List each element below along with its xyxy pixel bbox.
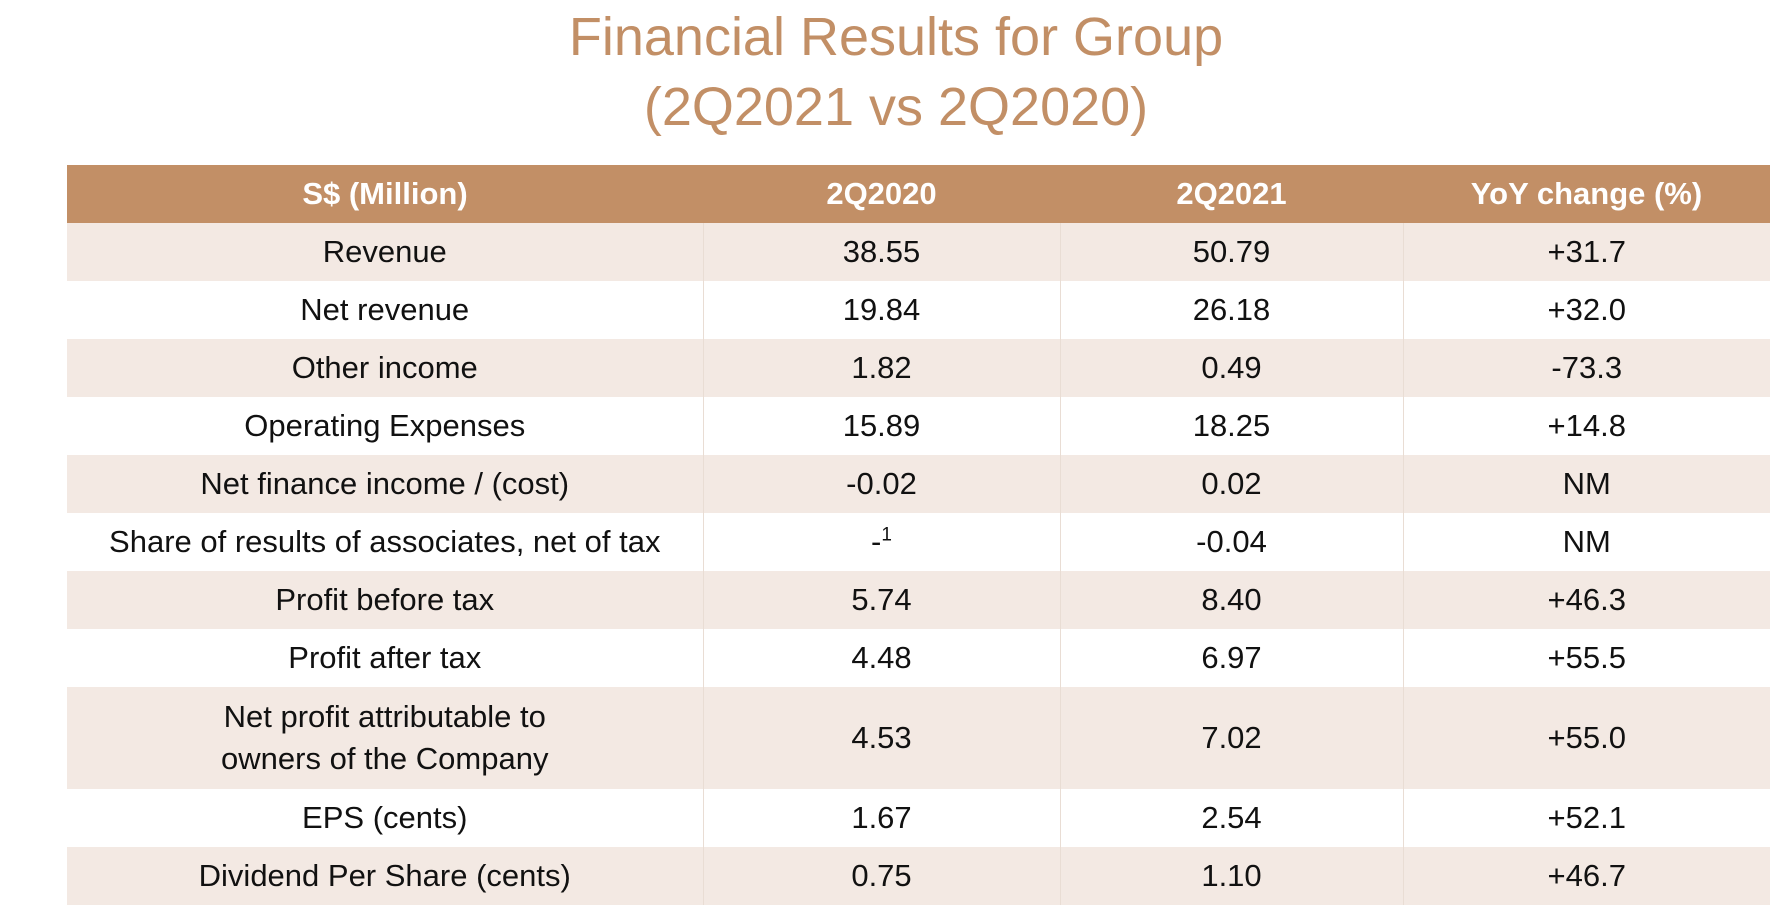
value-2q2020: 38.55: [702, 223, 1060, 281]
row-label: Net revenue: [67, 281, 703, 339]
table-row: Net revenue 19.84 26.18 +32.0: [67, 281, 1770, 339]
value-yoy: -73.3: [1402, 339, 1770, 397]
table-row: Net finance income / (cost) -0.02 0.02 N…: [67, 455, 1770, 513]
value-2q2021: 0.49: [1059, 339, 1403, 397]
table-row: Operating Expenses 15.89 18.25 +14.8: [67, 397, 1770, 455]
title-line-2: (2Q2021 vs 2Q2020): [643, 77, 1149, 137]
table-row: Dividend Per Share (cents) 0.75 1.10 +46…: [67, 847, 1770, 905]
row-label: Net profit attributable to owners of the…: [67, 687, 703, 789]
value-2q2020: 4.48: [702, 629, 1060, 687]
value-2q2020: -1: [702, 513, 1060, 571]
row-label: Operating Expenses: [67, 397, 703, 455]
row-label-line-2: owners of the Company: [221, 741, 549, 776]
value-yoy: +55.0: [1402, 687, 1770, 789]
value-2q2021: 6.97: [1059, 629, 1403, 687]
value-2q2021: 0.02: [1059, 455, 1403, 513]
value-2q2021: 18.25: [1059, 397, 1403, 455]
header-2q2020: 2Q2020: [703, 165, 1060, 223]
footnote-marker: 1: [881, 524, 892, 546]
value-yoy: +46.7: [1402, 847, 1770, 905]
header-2q2021: 2Q2021: [1060, 165, 1403, 223]
header-metric: S$ (Million): [67, 165, 703, 223]
value-yoy: +31.7: [1402, 223, 1770, 281]
row-label: Profit after tax: [67, 629, 703, 687]
row-label-line-1: Net profit attributable to: [223, 699, 546, 734]
value-2q2021: 2.54: [1059, 789, 1403, 847]
value-yoy: +46.3: [1402, 571, 1770, 629]
value-yoy: NM: [1402, 455, 1770, 513]
row-label: Revenue: [67, 223, 703, 281]
table-row: Profit after tax 4.48 6.97 +55.5: [67, 629, 1770, 687]
value-2q2020: 19.84: [702, 281, 1060, 339]
header-yoy-change: YoY change (%): [1403, 165, 1770, 223]
value-2q2021: 8.40: [1059, 571, 1403, 629]
value-yoy: +14.8: [1402, 397, 1770, 455]
value-2q2020: 1.67: [702, 789, 1060, 847]
table-row: Profit before tax 5.74 8.40 +46.3: [67, 571, 1770, 629]
value-2q2020: 5.74: [702, 571, 1060, 629]
row-label: Profit before tax: [67, 571, 703, 629]
row-label: Other income: [67, 339, 703, 397]
table-row: Net profit attributable to owners of the…: [67, 687, 1770, 789]
table-row: Revenue 38.55 50.79 +31.7: [67, 223, 1770, 281]
row-label: Dividend Per Share (cents): [67, 847, 703, 905]
value-text: -: [871, 524, 882, 559]
value-2q2020: 0.75: [702, 847, 1060, 905]
table-row: Share of results of associates, net of t…: [67, 513, 1770, 571]
value-2q2021: 1.10: [1059, 847, 1403, 905]
row-label: EPS (cents): [67, 789, 703, 847]
value-2q2021: 26.18: [1059, 281, 1403, 339]
title-line-1: Financial Results for Group: [568, 7, 1224, 67]
table-row: Other income 1.82 0.49 -73.3: [67, 339, 1770, 397]
page-title: Financial Results for Group (2Q2021 vs 2…: [0, 2, 1792, 142]
row-label: Share of results of associates, net of t…: [67, 513, 703, 571]
financial-results-table: S$ (Million) 2Q2020 2Q2021 YoY change (%…: [67, 165, 1770, 905]
value-2q2020: 4.53: [702, 687, 1060, 789]
row-label: Net finance income / (cost): [67, 455, 703, 513]
value-2q2020: -0.02: [702, 455, 1060, 513]
value-yoy: NM: [1402, 513, 1770, 571]
value-2q2020: 1.82: [702, 339, 1060, 397]
value-yoy: +52.1: [1402, 789, 1770, 847]
table-row: EPS (cents) 1.67 2.54 +52.1: [67, 789, 1770, 847]
value-2q2021: -0.04: [1059, 513, 1403, 571]
value-yoy: +55.5: [1402, 629, 1770, 687]
value-2q2020: 15.89: [702, 397, 1060, 455]
value-yoy: +32.0: [1402, 281, 1770, 339]
value-2q2021: 50.79: [1059, 223, 1403, 281]
table-header-row: S$ (Million) 2Q2020 2Q2021 YoY change (%…: [67, 165, 1770, 223]
value-2q2021: 7.02: [1059, 687, 1403, 789]
